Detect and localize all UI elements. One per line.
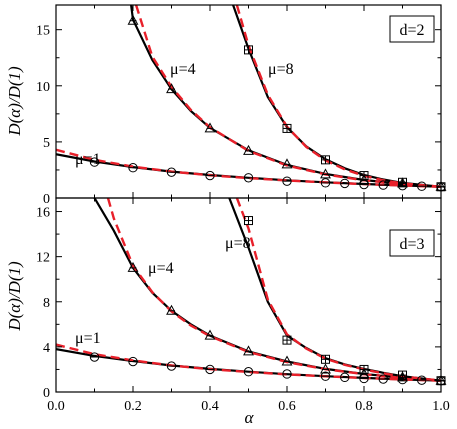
- x-tick-label: 0.0: [47, 399, 65, 414]
- plot-frame-top: [55, 4, 442, 199]
- series-label-mu8: μ=8: [225, 235, 251, 252]
- data-point-triangle: [320, 363, 331, 374]
- y-tick-label: 10: [36, 80, 50, 95]
- y-axis-title-bottom: D(α)/D(1): [5, 261, 24, 332]
- data-point-triangle: [320, 168, 331, 179]
- data-point-triangle: [127, 14, 139, 25]
- x-tick-label: 0.4: [201, 399, 219, 414]
- fit-curve-dashed: [56, 343, 441, 382]
- data-point-triangle: [281, 355, 293, 366]
- panel-label-box: d=3: [389, 229, 435, 257]
- y-tick-label: 15: [36, 24, 50, 39]
- y-tick-label: 8: [43, 296, 50, 311]
- x-axis-title: α: [245, 408, 255, 427]
- y-tick-label: 12: [36, 251, 50, 266]
- series-label-mu1: μ=1: [75, 330, 101, 347]
- series-label-mu4: μ=4: [148, 260, 174, 277]
- y-tick-label: 0: [43, 386, 50, 401]
- y-tick-label: 4: [43, 341, 50, 356]
- x-tick-label: 0.8: [355, 399, 373, 414]
- panel-label-box: d=2: [389, 15, 435, 43]
- series-label-mu1: μ=1: [75, 151, 101, 168]
- series-label-mu8: μ=8: [268, 61, 294, 78]
- data-point-triangle: [397, 371, 408, 382]
- series-label-mu4: μ=4: [170, 61, 196, 78]
- data-point-triangle: [204, 329, 216, 340]
- fit-curve-solid: [93, 198, 441, 382]
- y-tick-label: 0: [43, 192, 50, 207]
- panel-top: 0 5 10 15 d=2 μ=1 μ=4 μ=8 D(α)/D(1): [5, 4, 447, 207]
- y-axis-title-top: D(α)/D(1): [5, 66, 24, 137]
- data-point-triangle: [281, 158, 293, 169]
- fit-curve-dashed: [106, 198, 441, 382]
- y-tick-label: 5: [43, 136, 50, 151]
- x-tick-label: 0.6: [278, 399, 296, 414]
- x-tick-label: 1.0: [432, 399, 450, 414]
- data-point-triangle: [243, 345, 254, 356]
- fit-curve-dashed: [235, 198, 441, 382]
- fit-curve-dashed: [56, 148, 441, 188]
- data-point-triangle: [127, 261, 139, 272]
- fit-curve-solid: [228, 198, 441, 382]
- data-point-triangle: [166, 83, 177, 94]
- data-point-triangle: [243, 144, 254, 155]
- panel-label: d=3: [399, 236, 424, 253]
- panel-label: d=2: [399, 22, 424, 39]
- y-tick-label: 16: [36, 206, 50, 221]
- fit-curve-dashed: [134, 5, 441, 188]
- panel-bottom: 0 4 8 12 16 0.0 0.2 0.4 0.6 0.8 1.0 d=3 μ=1 μ=4 μ=…: [5, 197, 450, 427]
- x-tick-label: 0.2: [124, 399, 142, 414]
- data-point-triangle: [204, 122, 216, 133]
- data-point-triangle: [166, 304, 177, 315]
